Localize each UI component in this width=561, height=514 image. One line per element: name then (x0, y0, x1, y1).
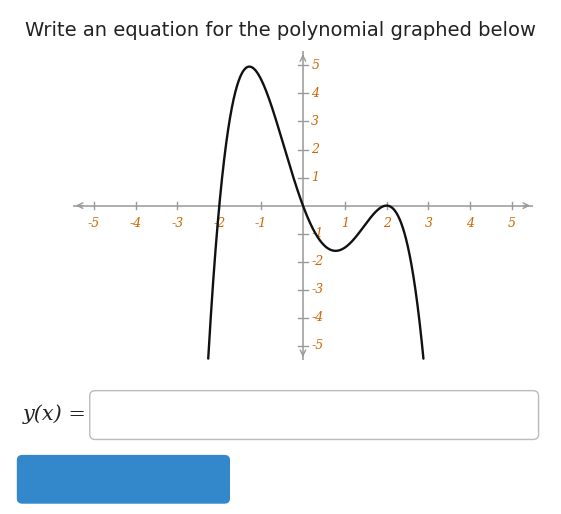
Text: -5: -5 (311, 339, 324, 352)
Text: -3: -3 (171, 217, 183, 230)
Text: y(x) =: y(x) = (22, 404, 86, 424)
Text: -2: -2 (311, 255, 324, 268)
Text: 5: 5 (311, 59, 319, 72)
Text: -2: -2 (213, 217, 226, 230)
Text: -1: -1 (255, 217, 267, 230)
Text: -4: -4 (311, 311, 324, 324)
Text: 3: 3 (311, 115, 319, 128)
Text: 1: 1 (341, 217, 349, 230)
Text: 1: 1 (311, 171, 319, 184)
Text: Write an equation for the polynomial graphed below: Write an equation for the polynomial gra… (25, 21, 536, 40)
Text: -3: -3 (311, 283, 324, 296)
Text: -1: -1 (311, 227, 324, 240)
Text: -5: -5 (88, 217, 100, 230)
Text: 3: 3 (425, 217, 433, 230)
Text: 2: 2 (311, 143, 319, 156)
Text: 4: 4 (466, 217, 474, 230)
Text: 4: 4 (311, 87, 319, 100)
Text: -4: -4 (130, 217, 142, 230)
Text: Submit Question: Submit Question (45, 470, 201, 488)
Text: 5: 5 (508, 217, 516, 230)
Text: 2: 2 (383, 217, 390, 230)
